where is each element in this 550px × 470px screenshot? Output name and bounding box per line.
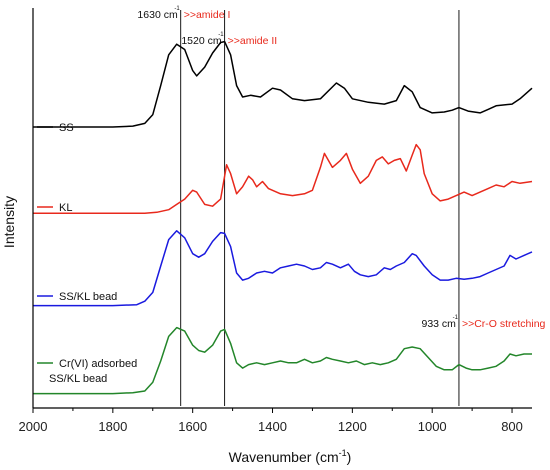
x-tick-label: 1000 [418, 419, 447, 434]
legend-label-line: SS/KL bead [49, 373, 107, 385]
legend-label: SS [59, 122, 74, 134]
series-line [33, 40, 533, 128]
marker-value-sup: -1 [453, 315, 459, 321]
series-line [33, 326, 532, 395]
marker-value: 933 cm [422, 318, 457, 330]
legend-label-line: Cr(VI) adsorbed [59, 358, 137, 370]
x-axis-title-close: ) [347, 449, 352, 465]
marker-value-sup: -1 [218, 32, 224, 38]
legend-label-line: SS [59, 122, 74, 134]
marker-label: >>amide I [184, 9, 231, 21]
legend-label: Cr(VI) adsorbed SS/KL bead [49, 358, 137, 385]
y-axis-title: Intensity [1, 196, 17, 248]
x-tick-label: 1200 [338, 419, 367, 434]
marker-value-sup: -1 [174, 6, 180, 12]
legend-label-line: KL [59, 202, 72, 214]
inline-legend: SS KL SS/KL bead Cr(VI) adsorbed SS/KL bead [37, 122, 137, 385]
x-tick-label: 1400 [258, 419, 287, 434]
x-tick-label: 2000 [19, 419, 48, 434]
marker-value: 1520 cm [181, 35, 222, 47]
x-tick-label: 1800 [98, 419, 127, 434]
x-axis-title-main: Wavenumber (cm [229, 449, 339, 465]
series-line [33, 143, 533, 214]
series-line [33, 230, 533, 307]
legend-label: KL [59, 202, 72, 214]
x-axis-title: Wavenumber (cm-1) [229, 448, 352, 465]
marker-label: >>amide II [228, 35, 278, 47]
x-tick-label: 1600 [178, 419, 207, 434]
series-layer [33, 40, 533, 395]
x-axis-title-sup: -1 [339, 448, 347, 458]
legend-label: SS/KL bead [59, 291, 117, 303]
axes: 2000 1800 1600 1400 1200 1000 800 [19, 8, 532, 434]
marker-value: 1630 cm [137, 9, 178, 21]
x-tick-label: 800 [501, 419, 523, 434]
legend-label-line: SS/KL bead [59, 291, 117, 303]
marker-label: >>Cr-O stretching [462, 318, 546, 330]
